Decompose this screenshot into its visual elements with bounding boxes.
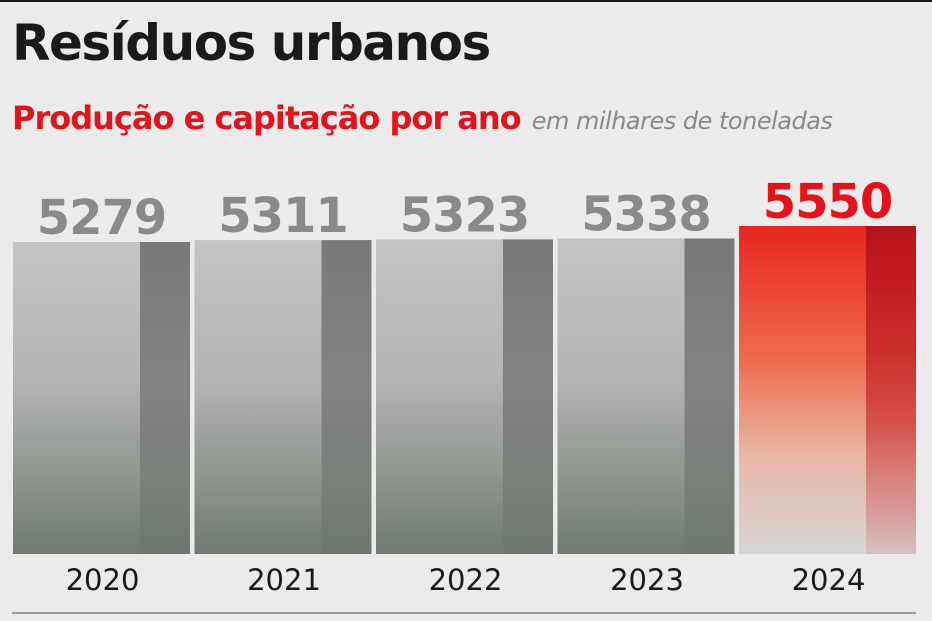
bar-chart: 5279 2020 5311 2021 5323 2022 5338 2023 5550 2024 <box>13 174 916 597</box>
top-rule <box>0 0 932 2</box>
x-tick-2023: 2023 <box>610 563 684 597</box>
value-label-2024: 5550 <box>763 174 893 230</box>
bar-shade-2020 <box>140 242 190 554</box>
chart-subtitle-block: Produção e capitação por ano em milhares… <box>12 99 833 137</box>
bar-shade-2022 <box>503 239 553 554</box>
value-label-2023: 5338 <box>581 187 711 243</box>
bottom-rule <box>12 612 916 614</box>
bar-shade-2023 <box>684 238 735 554</box>
value-label-2020: 5279 <box>37 190 167 246</box>
chart-title: Resíduos urbanos <box>12 14 491 72</box>
x-tick-2022: 2022 <box>429 563 503 597</box>
x-tick-2021: 2021 <box>247 563 321 597</box>
bar-shade-2024 <box>866 226 916 554</box>
chart-subtitle: Produção e capitação por ano <box>12 99 522 137</box>
unit-label: em milhares de toneladas <box>531 107 833 135</box>
x-tick-2024: 2024 <box>792 563 866 597</box>
value-label-2022: 5323 <box>400 187 530 243</box>
bar-shade-2021 <box>321 240 372 554</box>
x-tick-2020: 2020 <box>66 563 140 597</box>
value-label-2021: 5311 <box>218 188 348 244</box>
